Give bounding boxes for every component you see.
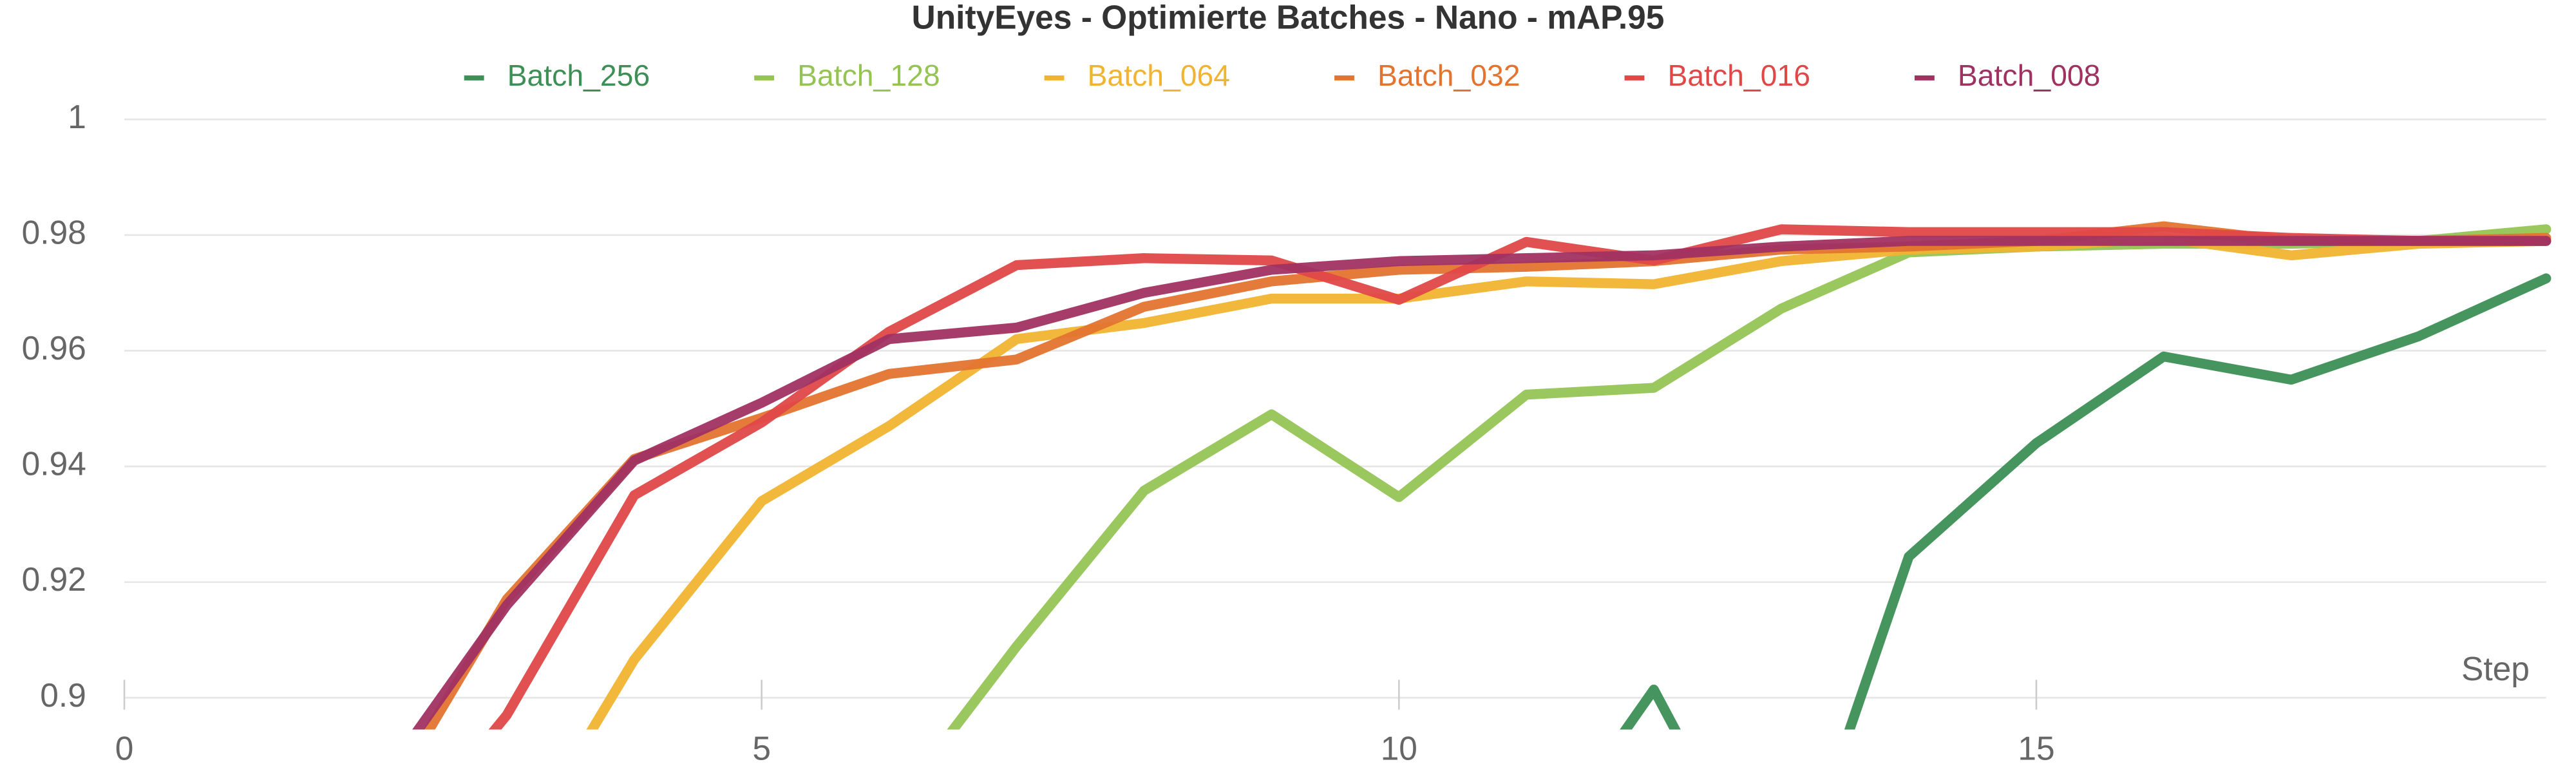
x-tick-label: 0 bbox=[115, 730, 134, 767]
y-tick-label: 0.98 bbox=[22, 213, 86, 251]
series-line bbox=[586, 233, 2552, 730]
y-tick-label: 0.9 bbox=[40, 676, 86, 714]
legend-label: Batch_032 bbox=[1378, 59, 1520, 92]
y-tick-label: 0.96 bbox=[22, 329, 86, 367]
chart-title: UnityEyes - Optimierte Batches - Nano - … bbox=[912, 0, 1665, 35]
legend-label: Batch_008 bbox=[1958, 59, 2101, 92]
legend-label: Batch_256 bbox=[507, 59, 650, 92]
legend-label: Batch_016 bbox=[1667, 59, 1810, 92]
y-tick-label: 0.94 bbox=[22, 445, 86, 482]
x-tick-label: 10 bbox=[1381, 730, 1417, 767]
series-line bbox=[488, 224, 2552, 730]
x-tick-label: 5 bbox=[752, 730, 771, 767]
series-line bbox=[412, 236, 2552, 730]
y-tick-label: 0.92 bbox=[22, 560, 86, 598]
y-tick-label: 1 bbox=[68, 98, 86, 135]
legend-label: Batch_064 bbox=[1088, 59, 1231, 92]
x-tick-label: 15 bbox=[2018, 730, 2054, 767]
series-line bbox=[423, 221, 2552, 730]
legend-label: Batch_128 bbox=[797, 59, 940, 92]
series-line bbox=[1620, 273, 2552, 730]
plot-area bbox=[412, 221, 2552, 730]
x-axis-label: Step bbox=[2461, 650, 2530, 687]
